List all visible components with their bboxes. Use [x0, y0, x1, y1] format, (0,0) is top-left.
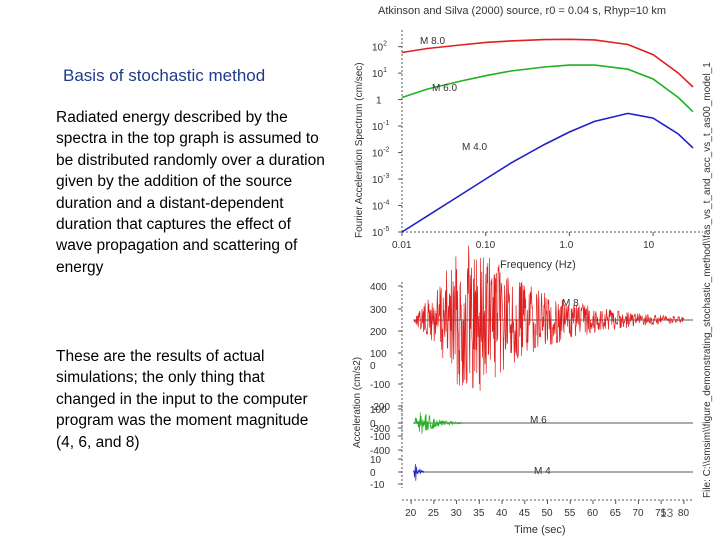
accel-series-label: M 6 [530, 415, 547, 426]
accel-y-tick-label: -200 [370, 402, 390, 413]
accel-y-label: Acceleration (cm/s2) [352, 357, 363, 448]
accel-x-tick-label: 30 [451, 508, 463, 519]
spectrum-series-label: M 8.0 [420, 36, 445, 47]
accel-waveform-2 [413, 463, 425, 481]
accel-x-tick-label: 80 [678, 508, 690, 519]
accel-series-label: M 4 [534, 466, 551, 477]
spectrum-x-tick-label: 0.01 [392, 240, 412, 251]
slide-title: Basis of stochastic method [63, 66, 266, 85]
spectrum-x-tick-label: 10 [643, 240, 655, 251]
accel-y-tick-label: 300 [370, 305, 387, 316]
spectrum-x-label: Frequency (Hz) [500, 259, 576, 271]
accel-x-tick-label: 55 [564, 508, 576, 519]
spectrum-series-label: M 6.0 [432, 83, 457, 94]
accel-x-tick-label: 75 [655, 508, 667, 519]
spectrum-y-tick-label: 10-2 [372, 147, 389, 160]
accel-x-tick-label: 45 [519, 508, 531, 519]
accel-x-tick-label: 60 [587, 508, 599, 519]
spectrum-y-tick-label: 101 [372, 67, 387, 80]
spectrum-y-tick-label: 1 [376, 96, 382, 107]
accel-y-tick-label: 0 [370, 361, 376, 372]
spectrum-y-tick-label: 10-4 [372, 200, 389, 213]
accel-y-tick-label: 0 [370, 468, 376, 479]
accel-series-label: M 8 [562, 298, 579, 309]
accel-y-tick-label: 100 [370, 349, 387, 360]
accel-y-tick-label: 400 [370, 282, 387, 293]
spectrum-series-2 [401, 112, 694, 233]
spectrum-x-tick-label: 0.10 [476, 240, 496, 251]
accel-y-tick-label: -100 [370, 432, 390, 443]
accel-y-tick-label: -10 [370, 480, 385, 491]
accel-x-tick-label: 40 [496, 508, 508, 519]
accel-y-tick-label: 200 [370, 327, 387, 338]
spectrum-y-tick-label: 10-1 [372, 120, 389, 133]
accel-x-tick-label: 65 [610, 508, 622, 519]
accel-x-tick-label: 50 [542, 508, 554, 519]
accel-x-label: Time (sec) [514, 524, 566, 536]
spectrum-series-1 [401, 64, 694, 113]
accel-x-tick-label: 35 [473, 508, 485, 519]
accel-x-tick-label: 70 [632, 508, 644, 519]
accel-waveform-1 [413, 412, 466, 434]
spectrum-y-tick-label: 102 [372, 41, 387, 54]
accel-y-tick-label: 100 [370, 405, 387, 416]
accel-x-tick-label: 25 [428, 508, 440, 519]
accel-x-tick-label: 20 [405, 508, 417, 519]
figure: Atkinson and Silva (2000) source, r0 = 0… [352, 5, 713, 536]
spectrum-y-tick-label: 10-3 [372, 173, 389, 186]
paragraph-simulation-note: These are the results of actual simulati… [56, 348, 309, 451]
accel-y-tick-label: 0 [370, 419, 376, 430]
spectrum-series-0 [401, 38, 694, 88]
accel-y-tick-label: 10 [370, 455, 382, 466]
spectrum-series-label: M 4.0 [462, 142, 487, 153]
file-path-label: File: C:\\smsim\\figure_demonstrating_st… [702, 62, 713, 498]
spectrum-title: Atkinson and Silva (2000) source, r0 = 0… [378, 5, 666, 17]
paragraph-stochastic-basis: Radiated energy described by the spectra… [56, 109, 325, 276]
accel-waveform-0 [413, 245, 685, 391]
spectrum-y-tick-label: 10-5 [372, 226, 389, 239]
accel-y-tick-label: -300 [370, 424, 390, 435]
accel-y-tick-label: -100 [370, 380, 390, 391]
accel-y-tick-label: -400 [370, 446, 390, 457]
spectrum-x-tick-label: 1.0 [559, 240, 573, 251]
page-number: 13 [660, 506, 674, 520]
spectrum-y-label: Fourier Acceleration Spectrum (cm/sec) [354, 62, 365, 238]
